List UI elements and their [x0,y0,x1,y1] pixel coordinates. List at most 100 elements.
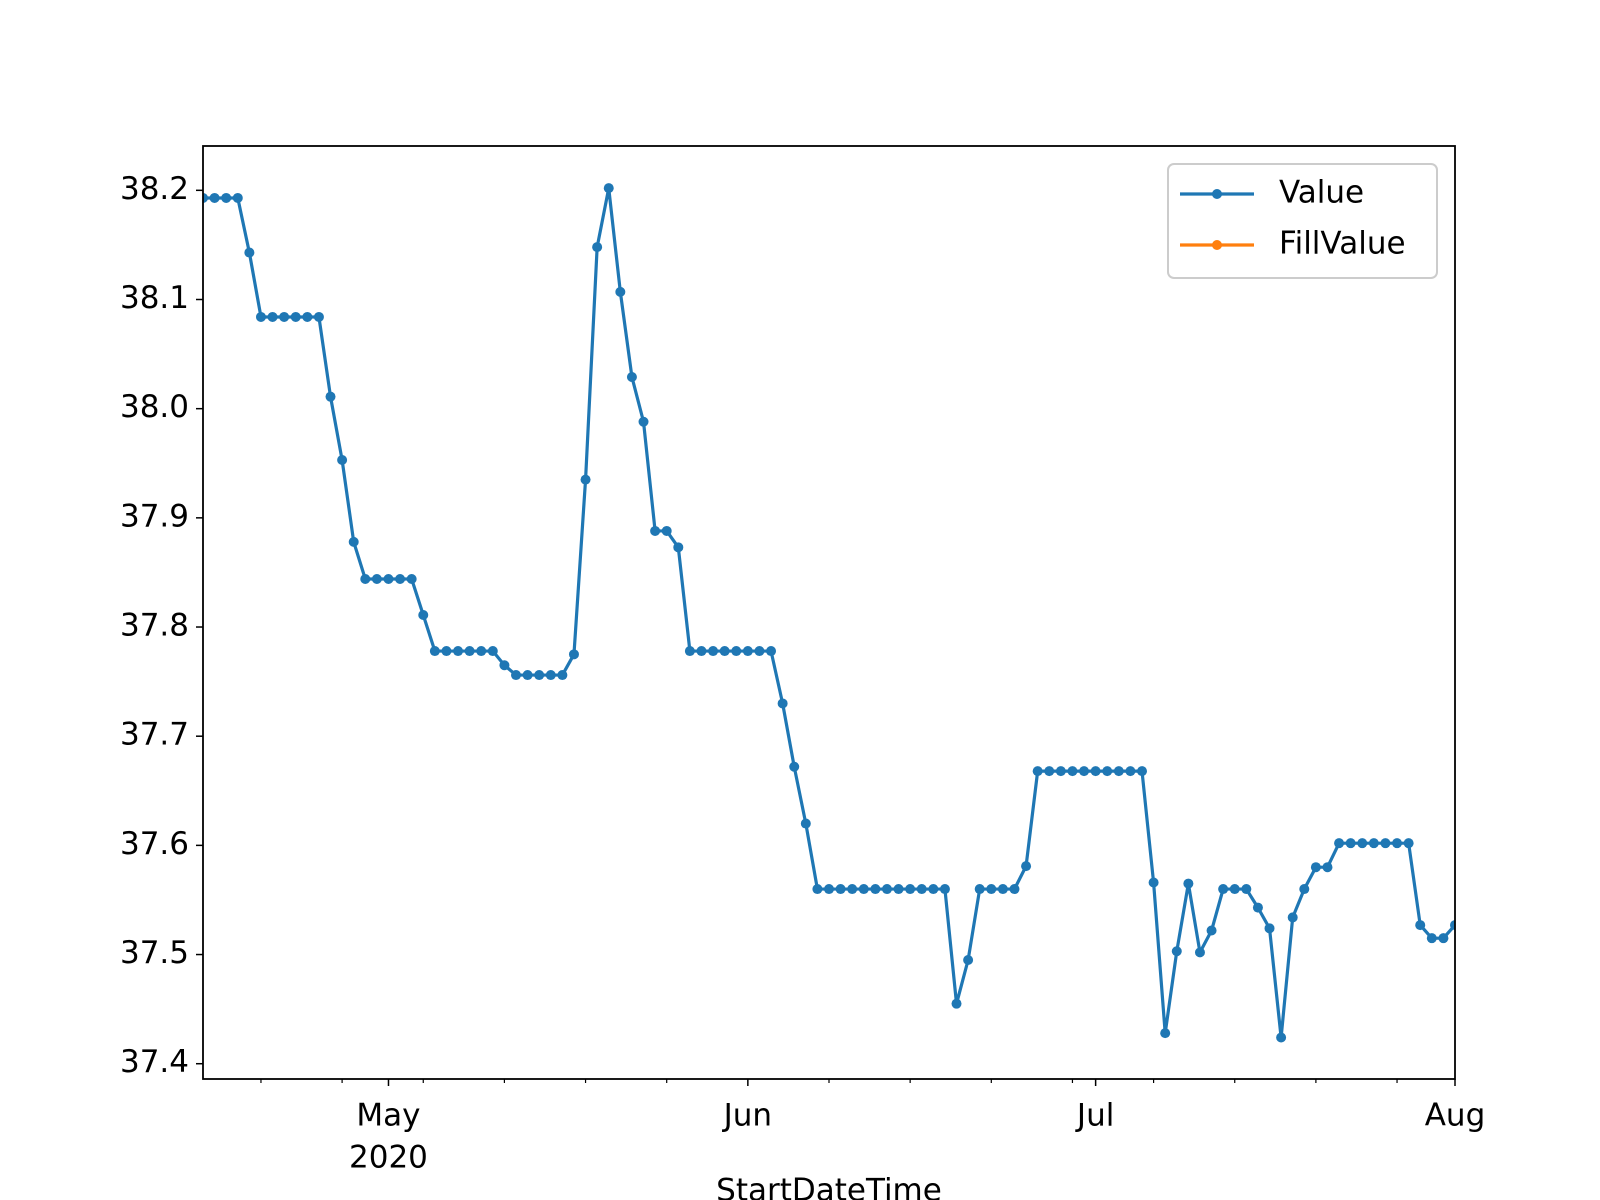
series [203,183,1455,1043]
point [1334,838,1345,849]
point [383,573,394,584]
point [696,646,707,657]
point [719,646,730,657]
point [267,311,278,322]
y-tick-label: 37.9 [120,498,189,534]
point [661,525,672,536]
point [499,660,510,671]
point [974,884,985,895]
point [1310,862,1321,873]
point [1160,1028,1171,1039]
point [835,884,846,895]
point [1044,766,1055,777]
point [858,884,869,895]
point [1009,884,1020,895]
point [487,646,498,657]
point [673,542,684,553]
point [1299,884,1310,895]
point [916,884,927,895]
point [1450,920,1455,931]
plot-frame [202,145,1456,1080]
legend-marker [1212,189,1222,199]
point [951,998,962,1009]
point [1264,923,1275,934]
point [1021,861,1032,872]
y-tick-label: 38.2 [120,171,189,207]
point [511,670,521,681]
point [209,192,220,203]
point [754,646,765,657]
point [1276,1032,1287,1043]
point [1194,947,1205,958]
point [279,311,290,322]
point [522,670,533,681]
point [1148,877,1159,888]
legend-label: Value [1279,175,1364,211]
point [603,183,614,194]
y-tick-label: 37.6 [120,826,189,862]
point [441,646,452,657]
point [534,670,545,681]
point [1102,766,1113,777]
point [1252,902,1263,913]
point [360,573,371,584]
point [580,474,591,485]
x-tick-label: Jun [722,1098,772,1134]
point [905,884,916,895]
point [939,884,950,895]
point [812,884,823,895]
y-tick-label: 37.5 [120,935,189,971]
point [1183,878,1194,889]
point [371,573,382,584]
y-tick-label: 37.4 [120,1044,189,1080]
x-axis-label: StartDateTime [716,1173,942,1200]
point [325,391,336,402]
point [731,646,742,657]
point [255,311,266,322]
point [232,192,243,203]
point [429,646,440,657]
point [453,646,464,657]
legend-marker [1212,240,1222,250]
point [418,610,429,621]
point [1287,912,1298,923]
point [476,646,487,657]
point [1415,920,1426,931]
x-year-label: 2020 [349,1140,428,1176]
point [847,884,858,895]
point [963,955,974,966]
point [1426,933,1437,944]
point [684,646,695,657]
point [244,247,255,258]
point [395,573,406,584]
point [928,884,939,895]
x-tick-label: May [356,1098,420,1134]
point [626,372,637,383]
point [800,818,811,829]
point [1322,862,1333,873]
point [1171,946,1182,957]
point [986,884,997,895]
point [302,311,313,322]
point [545,670,556,681]
point [708,646,719,657]
point [203,192,208,203]
point [1357,838,1368,849]
point [592,242,603,253]
point [1055,766,1066,777]
point [1090,766,1101,777]
point [824,884,834,895]
point [1241,884,1252,895]
point [1113,766,1124,777]
point [1067,766,1078,777]
point [1125,766,1136,777]
point [650,525,661,536]
point [1368,838,1379,849]
point [615,286,626,297]
y-tick-label: 37.7 [120,717,189,753]
point [1345,838,1356,849]
point [1032,766,1043,777]
point [1206,925,1217,936]
y-tick-label: 38.1 [120,280,189,316]
